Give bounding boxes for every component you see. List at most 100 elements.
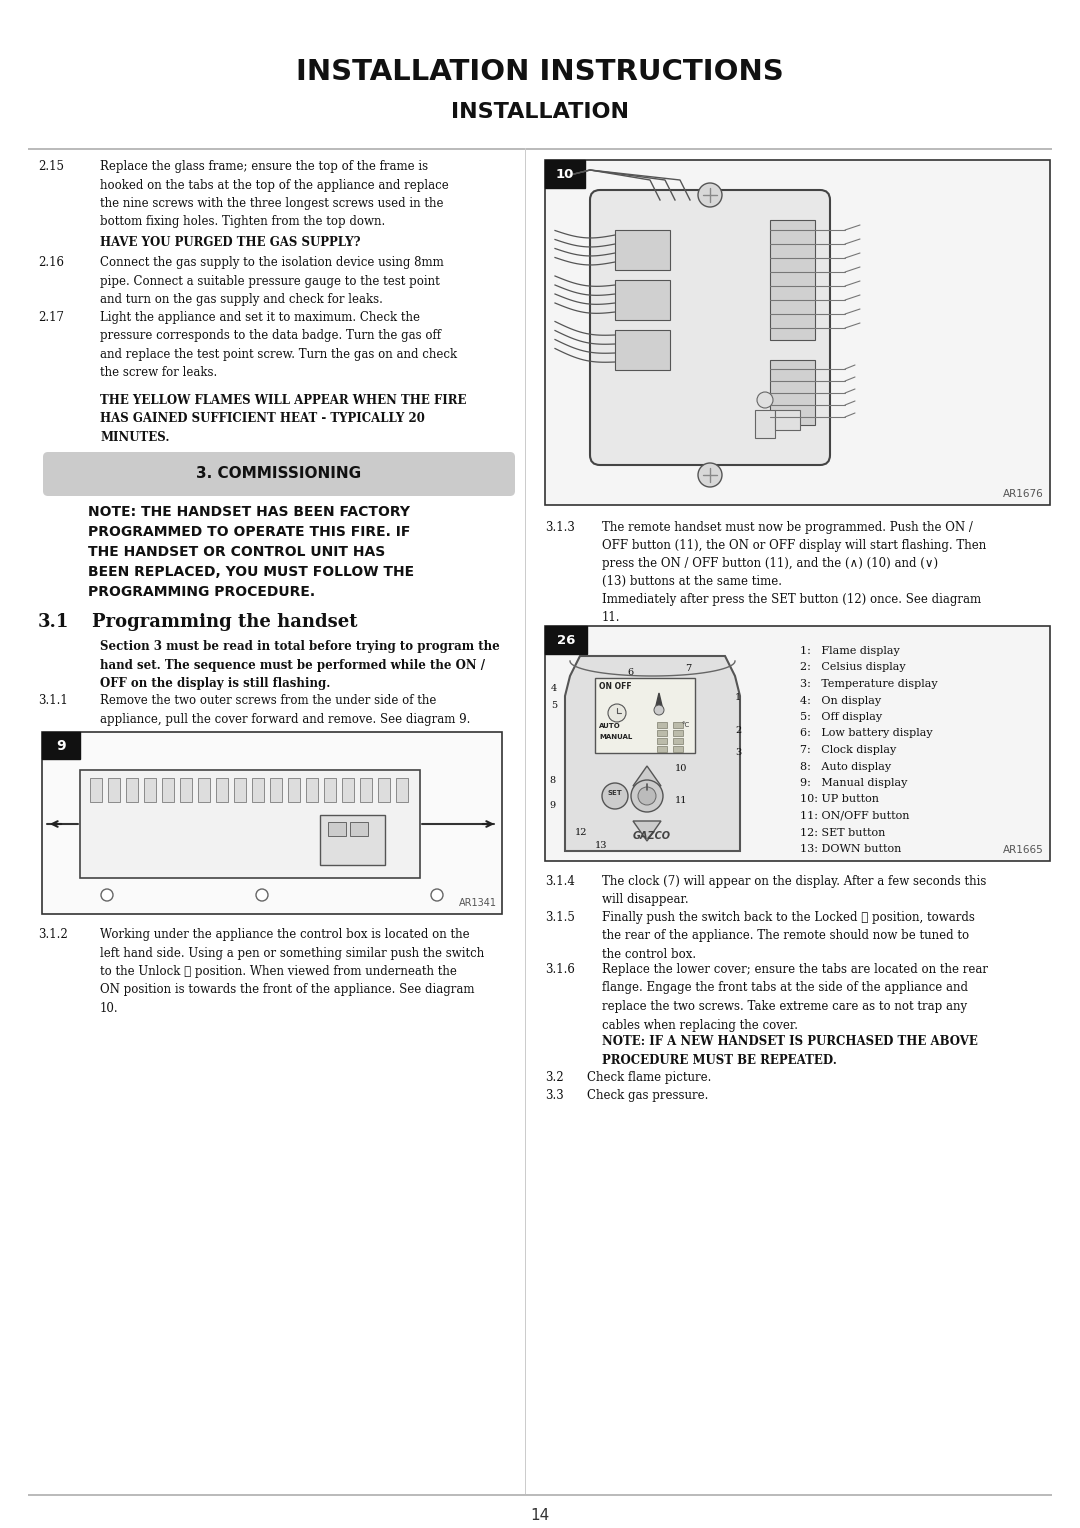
Bar (615, 231, 670, 270)
Text: 2.16: 2.16 (38, 257, 64, 269)
Text: INSTALLATION INSTRUCTIONS: INSTALLATION INSTRUCTIONS (296, 58, 784, 86)
Bar (673, 746, 683, 752)
Text: 3.1.5: 3.1.5 (545, 911, 575, 924)
FancyBboxPatch shape (590, 189, 831, 465)
Text: ON OFF: ON OFF (599, 681, 632, 691)
Text: 8:   Auto display: 8: Auto display (800, 761, 891, 772)
Text: MANUAL: MANUAL (599, 733, 632, 740)
Bar (28, 1494, 1052, 1496)
Bar (216, 778, 228, 802)
Bar (144, 778, 156, 802)
Text: Check gas pressure.: Check gas pressure. (588, 1089, 708, 1102)
Bar (595, 678, 696, 753)
Text: 10: 10 (556, 168, 575, 180)
Text: Check flame picture.: Check flame picture. (588, 1071, 712, 1083)
Text: 2:   Celsius display: 2: Celsius display (800, 663, 906, 672)
Circle shape (431, 889, 443, 902)
Text: 9:   Manual display: 9: Manual display (800, 778, 907, 788)
Bar (328, 822, 346, 836)
Text: Section 3 must be read in total before trying to program the
hand set. The seque: Section 3 must be read in total before t… (100, 640, 500, 691)
Circle shape (102, 889, 113, 902)
Text: Programming the handset: Programming the handset (92, 613, 357, 631)
Bar (657, 723, 667, 727)
Text: NOTE: IF A NEW HANDSET IS PURCHASED THE ABOVE
PROCEDURE MUST BE REPEATED.: NOTE: IF A NEW HANDSET IS PURCHASED THE … (602, 1034, 977, 1067)
Bar (396, 778, 408, 802)
Text: 3: 3 (735, 749, 741, 756)
Text: 10: UP button: 10: UP button (800, 795, 879, 805)
Circle shape (757, 393, 773, 408)
Text: AR1341: AR1341 (459, 898, 497, 908)
Text: 1: 1 (735, 694, 741, 701)
FancyBboxPatch shape (43, 452, 515, 497)
Text: AR1676: AR1676 (1003, 489, 1044, 500)
Bar (80, 770, 420, 879)
Text: 2.17: 2.17 (38, 312, 64, 324)
Bar (42, 732, 502, 914)
Bar (306, 778, 318, 802)
Polygon shape (565, 656, 740, 851)
Text: NOTE: THE HANDSET HAS BEEN FACTORY
PROGRAMMED TO OPERATE THIS FIRE. IF
THE HANDS: NOTE: THE HANDSET HAS BEEN FACTORY PROGR… (87, 504, 414, 599)
Bar (770, 220, 815, 341)
Bar (673, 738, 683, 744)
Bar (673, 723, 683, 727)
Bar (162, 778, 174, 802)
Bar (545, 626, 588, 654)
Text: 3.1.6: 3.1.6 (545, 963, 575, 976)
Circle shape (654, 704, 664, 715)
Circle shape (631, 779, 663, 811)
Circle shape (638, 787, 656, 805)
Bar (615, 280, 670, 319)
Text: 1:   Flame display: 1: Flame display (800, 646, 900, 656)
Bar (657, 730, 667, 736)
Text: 13: DOWN button: 13: DOWN button (800, 843, 902, 854)
Bar (545, 626, 1050, 860)
Text: 12: 12 (575, 828, 588, 837)
Circle shape (256, 889, 268, 902)
Circle shape (698, 463, 723, 487)
Text: 2: 2 (735, 726, 741, 735)
Bar (360, 778, 372, 802)
Text: Remove the two outer screws from the under side of the
appliance, pull the cover: Remove the two outer screws from the und… (100, 694, 471, 726)
Bar (775, 410, 800, 429)
Bar (320, 814, 384, 865)
Polygon shape (633, 821, 661, 840)
Text: AR1665: AR1665 (1003, 845, 1044, 856)
Text: 10: 10 (675, 764, 687, 773)
Text: 3.1: 3.1 (38, 613, 69, 631)
Bar (657, 738, 667, 744)
Circle shape (602, 782, 627, 808)
Text: 3.1.1: 3.1.1 (38, 694, 68, 707)
Text: 13: 13 (595, 840, 607, 850)
Text: 9: 9 (549, 801, 555, 810)
Text: 4: 4 (551, 685, 557, 694)
Bar (545, 160, 1050, 504)
Polygon shape (633, 766, 661, 785)
Text: THE YELLOW FLAMES WILL APPEAR WHEN THE FIRE
HAS GAINED SUFFICIENT HEAT - TYPICAL: THE YELLOW FLAMES WILL APPEAR WHEN THE F… (100, 394, 467, 445)
Text: Light the appliance and set it to maximum. Check the
pressure corresponds to the: Light the appliance and set it to maximu… (100, 312, 457, 379)
Text: 26: 26 (557, 634, 576, 646)
Bar (270, 778, 282, 802)
Text: AUTO: AUTO (599, 723, 621, 729)
Bar (770, 361, 815, 425)
Text: 7:   Clock display: 7: Clock display (800, 746, 896, 755)
Text: Connect the gas supply to the isolation device using 8mm
pipe. Connect a suitabl: Connect the gas supply to the isolation … (100, 257, 444, 306)
Bar (657, 746, 667, 752)
Text: 11: ON/OFF button: 11: ON/OFF button (800, 811, 909, 821)
Bar (252, 778, 264, 802)
Text: 3.1.4: 3.1.4 (545, 876, 575, 888)
Text: 12: SET button: 12: SET button (800, 828, 886, 837)
Text: The clock (7) will appear on the display. After a few seconds this
will disappea: The clock (7) will appear on the display… (602, 876, 986, 906)
Bar (378, 778, 390, 802)
Bar (350, 822, 368, 836)
Circle shape (608, 704, 626, 723)
Bar (108, 778, 120, 802)
Text: SET: SET (608, 790, 622, 796)
Bar (234, 778, 246, 802)
Polygon shape (654, 694, 663, 711)
Bar (180, 778, 192, 802)
Text: 14: 14 (530, 1508, 550, 1523)
Text: Replace the glass frame; ensure the top of the frame is
hooked on the tabs at th: Replace the glass frame; ensure the top … (100, 160, 449, 229)
Text: 6:   Low battery display: 6: Low battery display (800, 729, 933, 738)
Text: HAVE YOU PURGED THE GAS SUPPLY?: HAVE YOU PURGED THE GAS SUPPLY? (100, 235, 361, 249)
Text: INSTALLATION: INSTALLATION (451, 102, 629, 122)
